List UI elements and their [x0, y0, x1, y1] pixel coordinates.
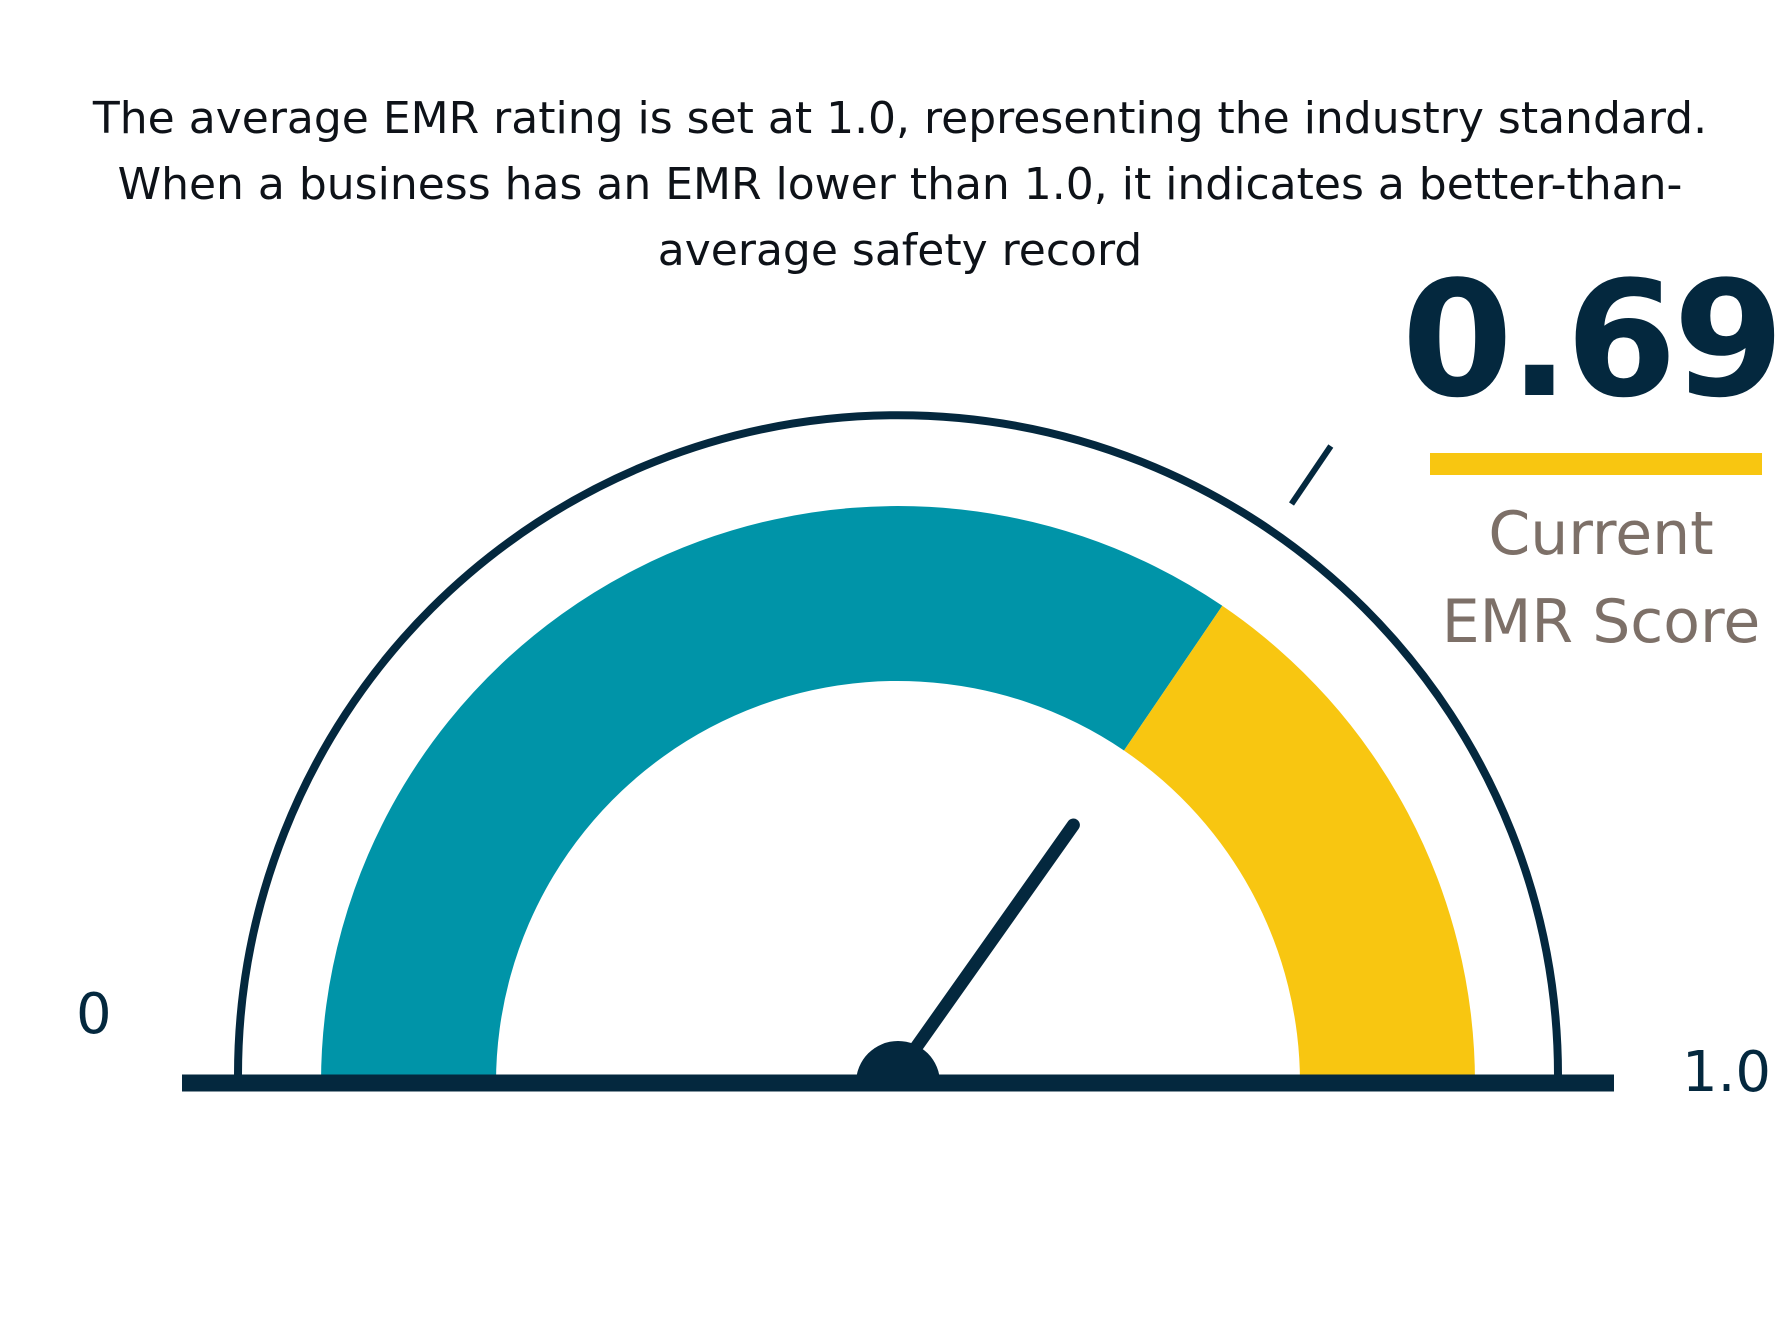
- gauge-bands: [321, 506, 1475, 1083]
- score-label-line-1: Current: [1488, 499, 1714, 569]
- score-label-line-2: EMR Score: [1441, 587, 1761, 657]
- gauge-band-1: [321, 506, 1223, 1083]
- current-emr-score-label: Current EMR Score: [1390, 490, 1792, 666]
- gauge-max-label: 1.0: [1682, 1040, 1772, 1105]
- current-emr-score-value: 0.69: [1401, 246, 1785, 433]
- gauge-outer-arc: [234, 411, 1562, 1076]
- gauge-value-tick: [1289, 444, 1334, 506]
- gauge-needle: [891, 818, 1080, 1080]
- score-underline: [1430, 453, 1762, 475]
- gauge-band-2: [1124, 605, 1475, 1083]
- gauge-needle-hub: [856, 1041, 940, 1083]
- gauge-min-label: 0: [76, 982, 112, 1047]
- description-text: The average EMR rating is set at 1.0, re…: [92, 93, 1708, 276]
